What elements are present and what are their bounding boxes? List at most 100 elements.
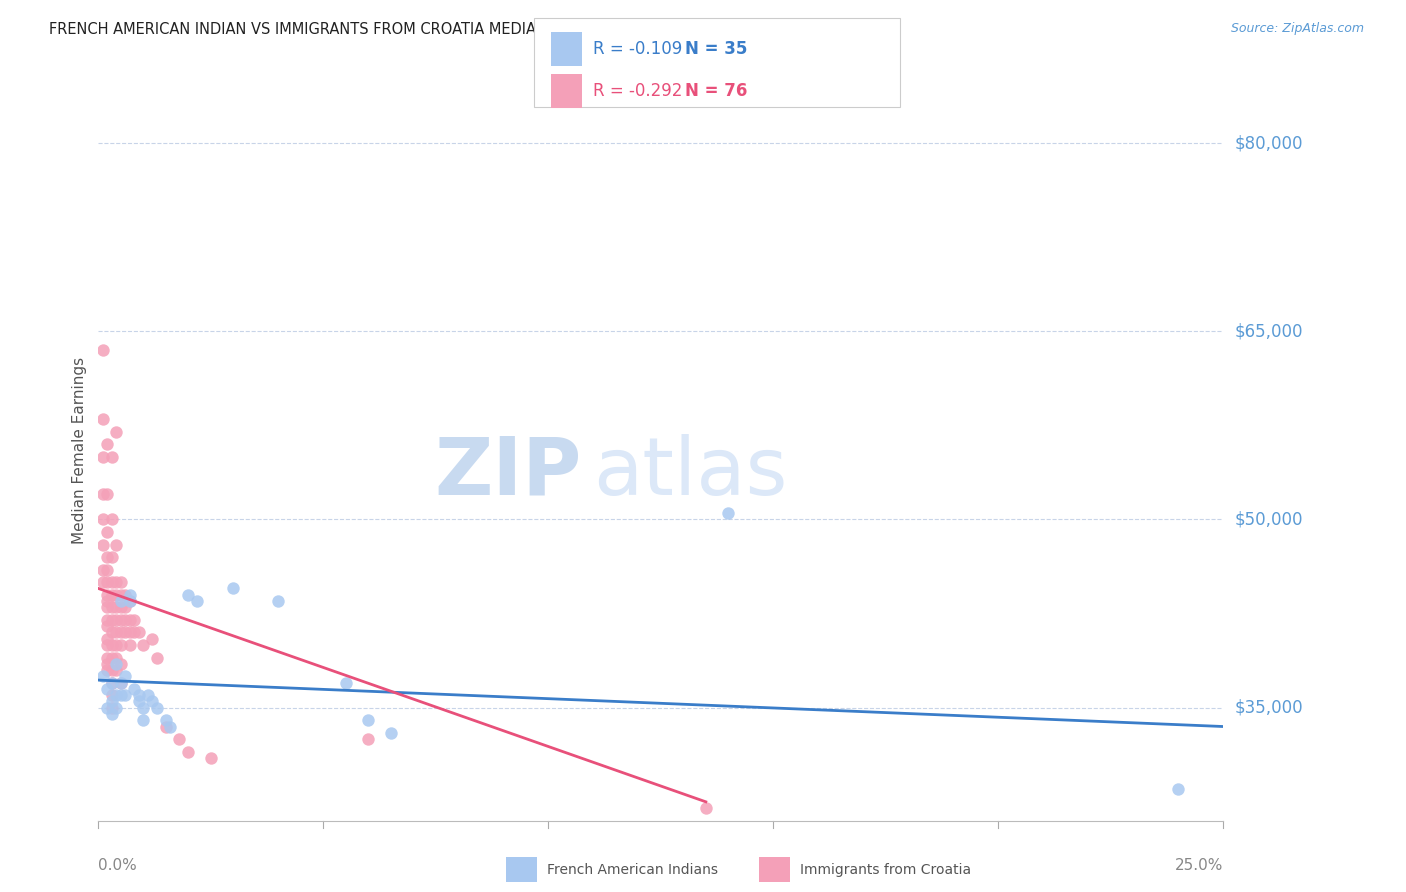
Point — [96, 437, 118, 451]
Text: ZIP: ZIP — [434, 434, 582, 512]
Point — [91, 450, 114, 464]
Point — [118, 594, 141, 608]
Text: French American Indians: French American Indians — [547, 863, 718, 877]
Point — [101, 613, 124, 627]
Point — [96, 663, 118, 677]
Point — [101, 450, 124, 464]
Text: $50,000: $50,000 — [1234, 510, 1303, 528]
Point — [101, 688, 124, 702]
Text: N = 76: N = 76 — [685, 82, 747, 100]
Point — [101, 588, 124, 602]
Point — [101, 694, 124, 708]
Text: atlas: atlas — [593, 434, 787, 512]
Point — [105, 657, 128, 671]
Point — [101, 675, 124, 690]
Point — [101, 625, 124, 640]
Text: R = -0.292: R = -0.292 — [593, 82, 683, 100]
Point — [91, 563, 114, 577]
Text: $35,000: $35,000 — [1234, 698, 1303, 716]
Text: $80,000: $80,000 — [1234, 134, 1303, 152]
Point — [96, 600, 118, 615]
Point — [146, 700, 169, 714]
Point — [96, 563, 118, 577]
Point — [357, 732, 380, 747]
Point — [110, 625, 132, 640]
Text: Source: ZipAtlas.com: Source: ZipAtlas.com — [1230, 22, 1364, 36]
Point — [96, 638, 118, 652]
Point — [110, 613, 132, 627]
Point — [380, 726, 402, 740]
Point — [91, 512, 114, 526]
Point — [91, 412, 114, 426]
Point — [114, 669, 136, 683]
Point — [335, 675, 357, 690]
Point — [118, 588, 141, 602]
Point — [105, 538, 128, 552]
Y-axis label: Median Female Earnings: Median Female Earnings — [72, 357, 87, 544]
Point — [118, 638, 141, 652]
Point — [96, 550, 118, 565]
Point — [155, 719, 177, 733]
Point — [132, 713, 155, 727]
Text: N = 35: N = 35 — [685, 40, 747, 58]
Text: Immigrants from Croatia: Immigrants from Croatia — [800, 863, 972, 877]
Point — [101, 663, 124, 677]
Point — [124, 613, 146, 627]
Point — [105, 425, 128, 439]
Point — [96, 524, 118, 539]
Point — [136, 688, 159, 702]
Point — [96, 594, 118, 608]
Point — [91, 343, 114, 357]
Point — [141, 632, 163, 646]
Text: 25.0%: 25.0% — [1175, 858, 1223, 872]
Point — [717, 506, 740, 520]
Point — [357, 713, 380, 727]
Point — [110, 600, 132, 615]
Point — [128, 694, 150, 708]
Point — [155, 713, 177, 727]
Point — [118, 613, 141, 627]
Point — [114, 625, 136, 640]
Point — [96, 613, 118, 627]
Point — [101, 700, 124, 714]
Point — [146, 650, 169, 665]
Point — [159, 719, 181, 733]
Point — [96, 657, 118, 671]
Point — [101, 706, 124, 721]
Point — [105, 588, 128, 602]
Point — [114, 688, 136, 702]
Point — [91, 487, 114, 501]
Point — [110, 675, 132, 690]
Point — [118, 625, 141, 640]
Point — [101, 575, 124, 590]
Point — [105, 663, 128, 677]
Point — [114, 588, 136, 602]
Point — [105, 613, 128, 627]
Point — [105, 600, 128, 615]
Point — [169, 732, 191, 747]
Point — [96, 700, 118, 714]
Point — [118, 594, 141, 608]
Point — [110, 638, 132, 652]
Point — [105, 650, 128, 665]
Text: 0.0%: 0.0% — [98, 858, 138, 872]
Point — [96, 575, 118, 590]
Text: FRENCH AMERICAN INDIAN VS IMMIGRANTS FROM CROATIA MEDIAN FEMALE EARNINGS CORRELA: FRENCH AMERICAN INDIAN VS IMMIGRANTS FRO… — [49, 22, 852, 37]
Point — [110, 575, 132, 590]
Point — [1167, 782, 1189, 797]
Point — [186, 594, 208, 608]
Point — [695, 801, 717, 815]
Point — [114, 613, 136, 627]
Point — [105, 688, 128, 702]
Point — [132, 700, 155, 714]
Point — [91, 538, 114, 552]
Point — [267, 594, 290, 608]
Text: $65,000: $65,000 — [1234, 322, 1303, 340]
Point — [96, 632, 118, 646]
Point — [96, 619, 118, 633]
Point — [101, 550, 124, 565]
Text: R = -0.109: R = -0.109 — [593, 40, 682, 58]
Point — [101, 638, 124, 652]
Point — [96, 681, 118, 696]
Point — [124, 681, 146, 696]
